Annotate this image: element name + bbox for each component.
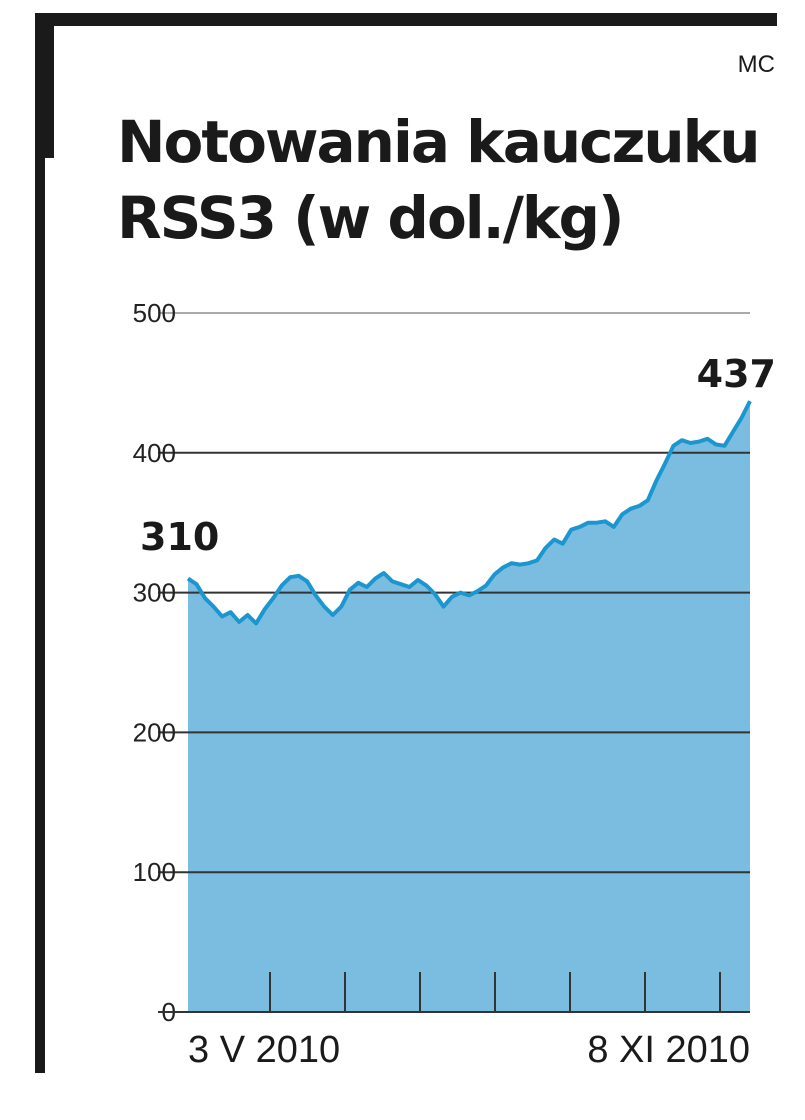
x-label-start: 3 V 2010	[188, 1029, 340, 1071]
data-label-start: 310	[140, 515, 219, 559]
x-label-end: 8 XI 2010	[587, 1029, 750, 1071]
y-tick-label: 200	[133, 717, 176, 747]
area-fill	[188, 401, 750, 1013]
y-tick-label: 400	[133, 438, 176, 468]
y-tick-label: 100	[133, 857, 176, 887]
credit-label: MC	[738, 51, 775, 78]
frame-top-bar	[35, 13, 777, 26]
chart-title-line-2: RSS3 (w dol./kg)	[117, 184, 623, 252]
chart-title-line-1: Notowania kauczuku	[117, 108, 758, 176]
frame	[35, 13, 777, 1073]
frame-left-bar	[35, 13, 45, 1073]
y-tick-label: 500	[133, 298, 176, 328]
data-label-end: 437	[697, 352, 776, 396]
y-tick-label: 300	[133, 578, 176, 608]
price-line	[186, 400, 752, 626]
